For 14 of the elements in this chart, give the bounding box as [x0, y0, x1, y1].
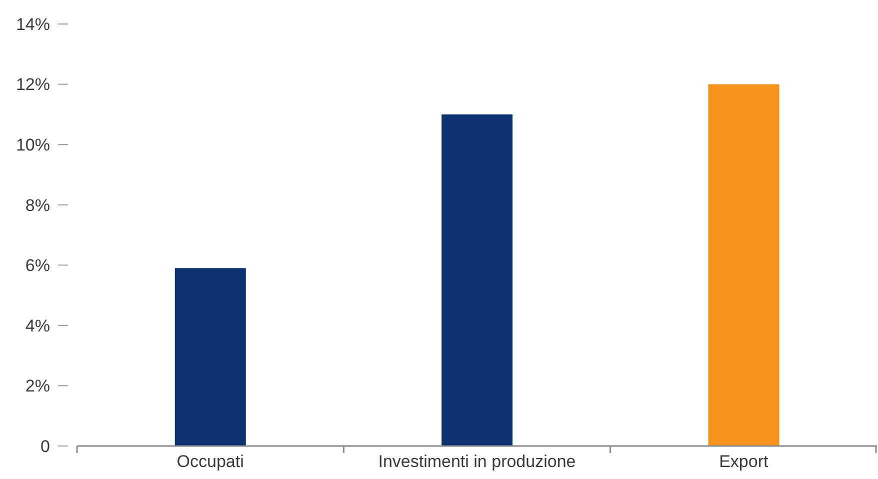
y-tick-label: 12%	[16, 75, 50, 94]
y-tick-label: 10%	[16, 136, 50, 155]
x-tick-label: Export	[719, 452, 769, 471]
bar	[174, 268, 246, 446]
y-tick-label: 6%	[25, 256, 50, 276]
y-tick-label: 14%	[16, 14, 50, 34]
y-tick-label: 8%	[25, 196, 50, 215]
x-tick-label: Occupati	[176, 452, 244, 471]
y-tick-label: 4%	[25, 316, 50, 336]
x-tick-label: Investimenti in produzione	[378, 452, 576, 471]
bar	[708, 84, 780, 446]
bar	[442, 114, 513, 446]
y-tick-label: 2%	[25, 376, 50, 396]
y-tick-label: 0	[40, 436, 50, 456]
